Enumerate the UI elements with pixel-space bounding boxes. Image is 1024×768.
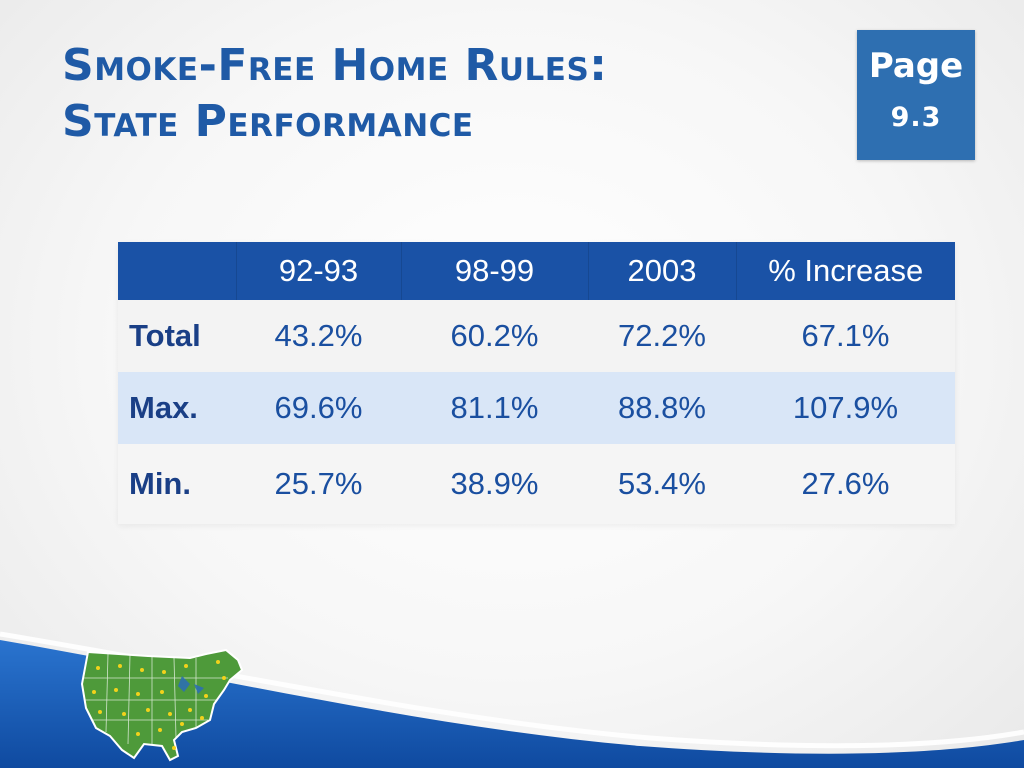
table-cell: 38.9% — [401, 444, 588, 524]
slide-title-line1: Smoke-Free Home Rules: — [62, 40, 608, 91]
table-cell: 72.2% — [588, 300, 736, 372]
table-row: Total 43.2% 60.2% 72.2% 67.1% — [118, 300, 955, 372]
row-label-min: Min. — [118, 444, 236, 524]
page-badge-word: Page — [868, 46, 964, 86]
table-cell: 88.8% — [588, 372, 736, 444]
table-cell: 69.6% — [236, 372, 401, 444]
column-header-92-93: 92-93 — [236, 242, 402, 300]
table-cell: 60.2% — [401, 300, 588, 372]
us-map-icon — [80, 648, 244, 762]
column-header-98-99: 98-99 — [401, 242, 589, 300]
row-label-total: Total — [118, 300, 236, 372]
column-header-percent-increase: % Increase — [736, 242, 955, 300]
table-cell: 27.6% — [736, 444, 955, 524]
table-row: Min. 25.7% 38.9% 53.4% 27.6% — [118, 444, 955, 524]
row-label-max: Max. — [118, 372, 236, 444]
table-cell: 43.2% — [236, 300, 401, 372]
state-performance-table: 92-93 98-99 2003 % Increase Total 43.2% … — [118, 242, 955, 524]
table-cell: 53.4% — [588, 444, 736, 524]
table-header-row: 92-93 98-99 2003 % Increase — [118, 242, 955, 300]
slide-title-line2: State Performance — [62, 96, 474, 147]
table-row: Max. 69.6% 81.1% 88.8% 107.9% — [118, 372, 955, 444]
column-header-2003: 2003 — [588, 242, 737, 300]
slide-title: Smoke-Free Home Rules: State Performance — [62, 38, 607, 150]
table-cell: 67.1% — [736, 300, 955, 372]
table-cell: 25.7% — [236, 444, 401, 524]
table-cell: 81.1% — [401, 372, 588, 444]
page-badge: Page 9.3 — [857, 30, 975, 160]
page-badge-number: 9.3 — [890, 102, 942, 133]
table-cell: 107.9% — [736, 372, 955, 444]
column-header-blank — [118, 242, 237, 300]
